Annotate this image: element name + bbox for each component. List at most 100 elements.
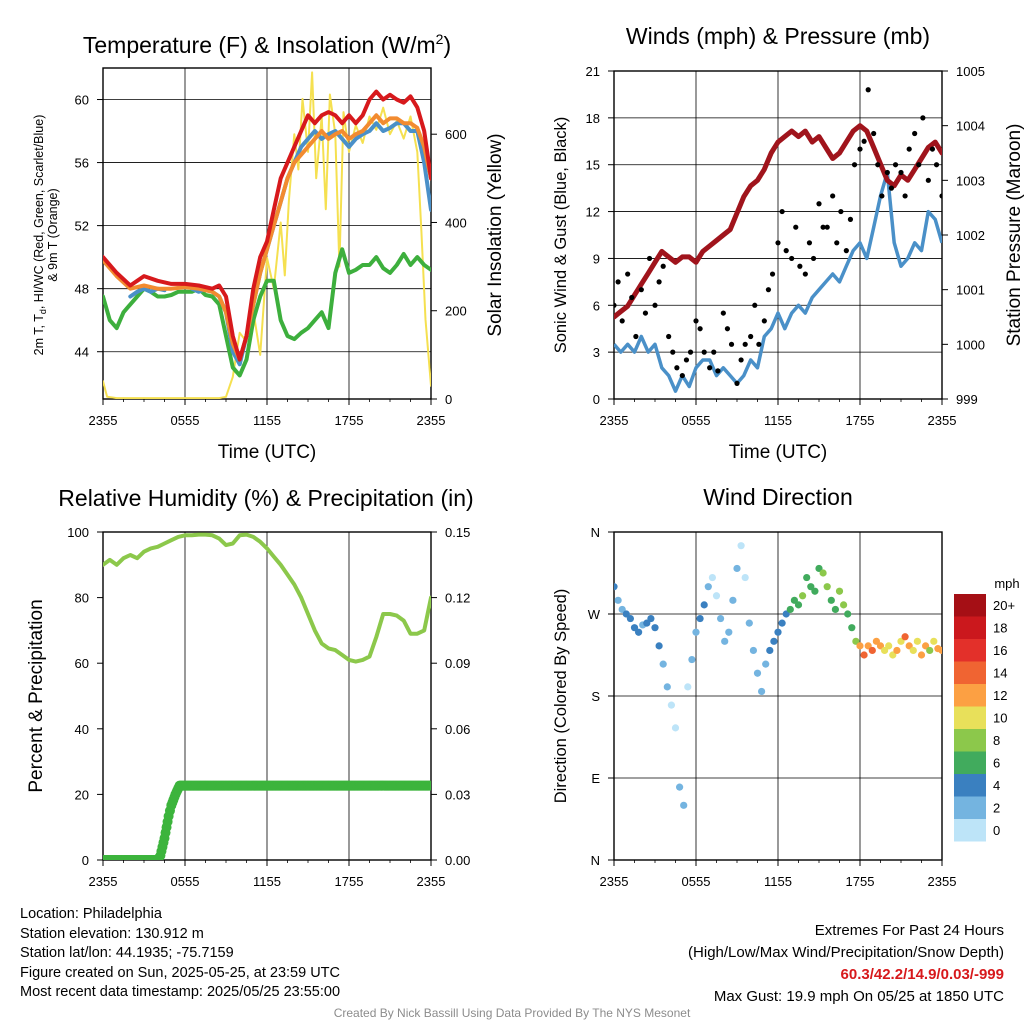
humidity-y-tick-label: 0 (82, 853, 89, 868)
wind-direction-x-tick-label: 1755 (846, 874, 875, 889)
direction-point (741, 573, 749, 582)
direction-point (729, 596, 737, 604)
direction-point (827, 596, 835, 604)
humidity-panel: Relative Humidity (%) & Precipitation (i… (26, 485, 474, 889)
humidity-left-axis-label: Percent & Precipitation (26, 599, 47, 792)
temperature-y2-tick-label: 200 (445, 304, 467, 319)
winds-y2-tick-label: 1002 (956, 228, 985, 243)
direction-point (811, 587, 819, 595)
direction-point (860, 651, 868, 659)
temperature-x-tick-label: 2355 (417, 413, 446, 428)
gust-point (748, 333, 754, 340)
gust-point (679, 372, 685, 379)
pressure-axis-label: Station Pressure (Maroon) (1004, 124, 1024, 347)
direction-point (844, 610, 852, 618)
colorbar-label: 14 (993, 666, 1007, 681)
gust-point (884, 169, 890, 176)
gust-point (761, 318, 767, 324)
direction-point (659, 660, 667, 668)
wind-direction-y-tick-label: S (591, 689, 600, 704)
gust-point (920, 115, 926, 121)
colorbar-swatch (954, 661, 986, 684)
humidity-y2-tick-label: 0.15 (445, 525, 470, 540)
gust-point (933, 162, 940, 168)
colorbar-label: 16 (993, 643, 1007, 658)
gust-point (810, 255, 817, 262)
humidity-y-tick-label: 80 (75, 591, 89, 606)
direction-point (917, 651, 926, 659)
gust-point (824, 224, 830, 230)
direction-point (733, 564, 741, 573)
direction-point (684, 683, 692, 691)
humidity-y2-tick-label: 0.03 (445, 787, 470, 802)
colorbar-label: 18 (993, 621, 1007, 636)
direction-point (762, 660, 770, 668)
station-latlon: Station lat/lon: 44.1935; -75.7159 (20, 945, 234, 961)
direction-point (840, 601, 848, 609)
winds-y2-tick-label: 1003 (956, 173, 985, 188)
temperature-plot-frame (102, 67, 432, 400)
direction-point (626, 614, 635, 623)
gust-point (879, 193, 885, 199)
gust-point (906, 146, 912, 152)
winds-plot-area: 2355 0555 1155 1755 235503691215182199910001… (586, 64, 985, 428)
gust-point (912, 130, 918, 137)
wind-direction-x-tick-label: 0555 (682, 874, 711, 889)
direction-point (794, 601, 803, 609)
winds-y-tick-label: 6 (593, 298, 600, 313)
colorbar-swatch (954, 751, 986, 774)
direction-point (848, 624, 856, 632)
temperature-y2-tick-label: 600 (445, 127, 467, 142)
direction-point (651, 624, 659, 632)
humidity-plot-frame (102, 531, 432, 861)
direction-point (676, 783, 684, 791)
direction-point (909, 646, 917, 655)
winds-x-tick-label: 2355 (600, 413, 629, 428)
direction-point (688, 655, 696, 664)
wind-direction-y-tick-label: W (588, 607, 601, 622)
humidity-x-tick-label: 0555 (171, 874, 200, 889)
wind-direction-x-tick-label: 2355 (600, 874, 629, 889)
winds-x-tick-label: 1755 (846, 413, 875, 428)
direction-point (786, 605, 794, 614)
colorbar-swatch (954, 774, 986, 797)
gust-point (857, 146, 863, 152)
gust-point (888, 185, 895, 191)
temperature-x-tick-label: 0555 (171, 413, 200, 428)
wind-direction-chart-title: Wind Direction (703, 484, 853, 510)
direction-point (725, 628, 733, 636)
direction-point (647, 614, 655, 623)
gust-point (670, 349, 676, 355)
gust-point (674, 365, 680, 371)
direction-point (803, 573, 811, 582)
direction-point (835, 587, 844, 595)
wind-direction-axis-label: Direction (Colored By Speed) (552, 589, 570, 804)
direction-point (799, 592, 807, 600)
colorbar-label: 12 (993, 688, 1007, 703)
humidity-y2-tick-label: 0.09 (445, 656, 470, 671)
direction-point (737, 542, 745, 550)
humidity-y-tick-label: 20 (75, 787, 89, 802)
wind-direction-y-tick-label: E (591, 771, 600, 786)
gust-point (656, 279, 662, 285)
temperature-y-tick-label: 52 (75, 219, 89, 234)
gust-point (875, 162, 881, 168)
direction-point (758, 687, 766, 696)
temperature-y-tick-label: 56 (75, 156, 89, 171)
colorbar-swatch (954, 684, 986, 707)
humidity-plot-area: 2355 0555 1155 1755 23550204060801000.000.03… (67, 525, 470, 889)
direction-point (901, 633, 909, 641)
gust-point (756, 341, 762, 347)
gust-point (802, 271, 808, 277)
colorbar-swatch (954, 819, 986, 842)
colorbar-swatch (954, 616, 986, 639)
gust-point (728, 341, 735, 347)
gust-point (925, 177, 931, 183)
station-location: Location: Philadelphia (20, 906, 162, 922)
winds-x-tick-label: 0555 (682, 413, 711, 428)
colorbar-label: 2 (993, 801, 1000, 816)
figure-created: Figure created on Sun, 2025-05-25, at 23… (20, 964, 340, 981)
